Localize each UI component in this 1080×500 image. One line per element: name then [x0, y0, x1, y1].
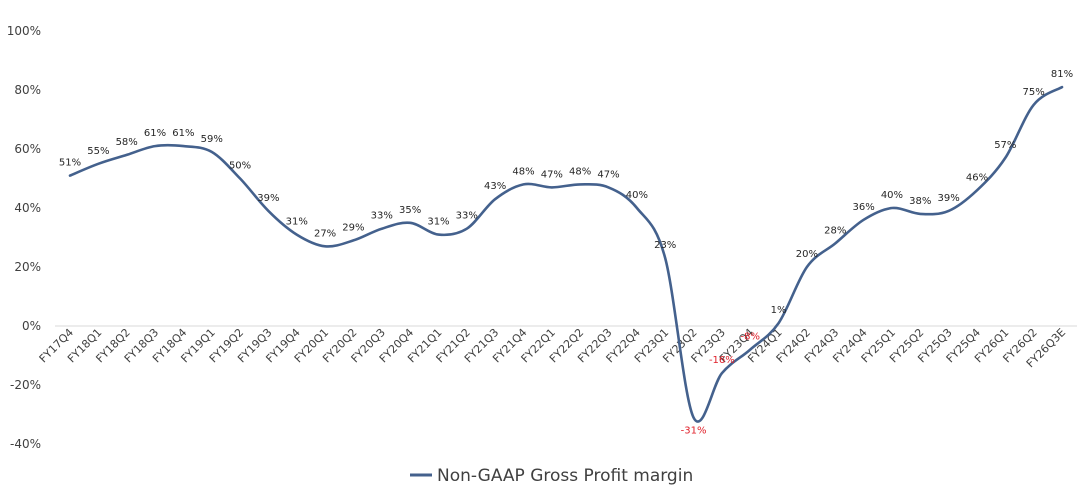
y-tick-label: -20%	[10, 378, 41, 392]
data-label: 36%	[852, 202, 874, 213]
data-label: 46%	[966, 172, 988, 183]
data-label: 43%	[484, 181, 506, 192]
data-label: 48%	[569, 166, 591, 177]
data-label: 35%	[399, 205, 421, 216]
data-label: 55%	[87, 146, 109, 157]
data-label: 1%	[771, 305, 787, 316]
data-label: 27%	[314, 228, 336, 239]
data-label: 33%	[456, 211, 478, 222]
data-label: 61%	[144, 128, 166, 139]
data-label: 75%	[1023, 87, 1045, 98]
series-layer	[68, 85, 1064, 423]
data-label: 31%	[286, 217, 308, 228]
data-label: 31%	[427, 217, 449, 228]
data-label: 57%	[994, 140, 1016, 151]
y-tick-label: -40%	[10, 437, 41, 451]
data-label: 47%	[597, 169, 619, 180]
data-label: 40%	[626, 190, 648, 201]
data-label: 33%	[371, 211, 393, 222]
data-label: 61%	[172, 128, 194, 139]
data-label: 48%	[512, 166, 534, 177]
y-tick-label: 20%	[14, 260, 41, 274]
y-tick-label: 80%	[14, 83, 41, 97]
data-label: 39%	[938, 193, 960, 204]
y-tick-label: 100%	[7, 24, 41, 38]
data-label: -31%	[681, 425, 707, 436]
x-axis: FY17Q4FY18Q1FY18Q2FY18Q3FY18Q4FY19Q1FY19…	[37, 325, 1077, 370]
data-label: 51%	[59, 158, 81, 169]
legend-label: Non-GAAP Gross Profit margin	[437, 466, 693, 486]
data-label: 81%	[1051, 69, 1073, 80]
y-tick-label: 40%	[14, 201, 41, 215]
data-label: 39%	[257, 193, 279, 204]
data-label: 58%	[116, 137, 138, 148]
data-label: -16%	[709, 355, 735, 366]
series-line-gross-profit-margin	[68, 85, 1064, 423]
data-label: 47%	[541, 169, 563, 180]
data-label: 20%	[796, 249, 818, 260]
data-label: 28%	[824, 225, 846, 236]
data-label: 50%	[229, 161, 251, 172]
data-label: 23%	[654, 240, 676, 251]
data-label: 38%	[909, 196, 931, 207]
y-axis: -40% -20% 0% 20% 40% 60% 80% 100%	[7, 24, 41, 451]
data-labels: 51% 55% 58% 61% 61% 59% 50% 39% 31% 27% 29% 33% 35% 3…	[59, 69, 1073, 436]
data-label: 29%	[342, 222, 364, 233]
y-tick-label: 0%	[22, 319, 41, 333]
data-label: 40%	[881, 190, 903, 201]
data-label: -8%	[740, 332, 759, 343]
y-tick-label: 60%	[14, 142, 41, 156]
data-label: 59%	[201, 134, 223, 145]
legend: Non-GAAP Gross Profit margin	[410, 466, 693, 486]
